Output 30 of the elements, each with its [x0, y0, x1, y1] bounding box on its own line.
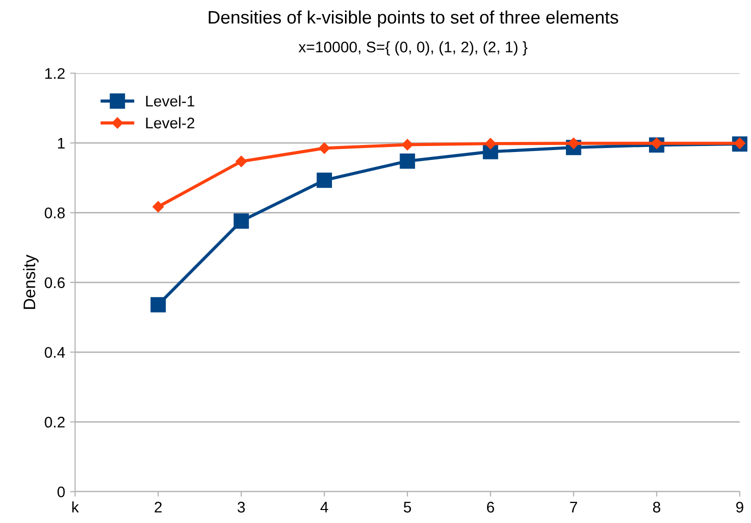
point: [152, 201, 164, 212]
y-tick-label: 0.6: [44, 277, 65, 288]
legend-label: Level-1: [146, 95, 194, 107]
point: [316, 172, 332, 188]
point: [234, 213, 249, 229]
point: [400, 153, 416, 169]
chart-title: Densities of k-visible points to set of three elements: [208, 10, 618, 28]
point: [318, 142, 330, 154]
y-axis-title: Density: [23, 254, 39, 309]
x-tick-label: 9: [736, 502, 744, 513]
legend-label: Level-2: [146, 117, 194, 128]
y-tick-label: 1: [58, 138, 65, 148]
y-tick-label: 1.2: [45, 68, 65, 79]
chart-subtitle: x=10000, S={ (0, 0), (1, 2), (2, 1) }: [298, 41, 528, 56]
x-tick-label: 4: [320, 502, 328, 512]
point: [484, 138, 496, 150]
x-tick-label: 5: [404, 502, 412, 513]
y-tick-label: 0.4: [44, 347, 65, 358]
y-tick-label: 0.2: [44, 416, 65, 428]
point: [236, 156, 247, 168]
y-tick-label: 0: [57, 486, 65, 498]
x-tick-label: k: [72, 501, 79, 512]
x-tick-label: 7: [570, 502, 578, 512]
x-tick-label: 8: [653, 502, 660, 513]
point: [402, 139, 414, 150]
y-tick-label: 0.8: [44, 208, 65, 218]
x-tick-label: 2: [154, 502, 162, 512]
x-tick-label: 3: [238, 502, 245, 513]
x-tick-label: 6: [487, 502, 494, 513]
point: [150, 297, 166, 312]
